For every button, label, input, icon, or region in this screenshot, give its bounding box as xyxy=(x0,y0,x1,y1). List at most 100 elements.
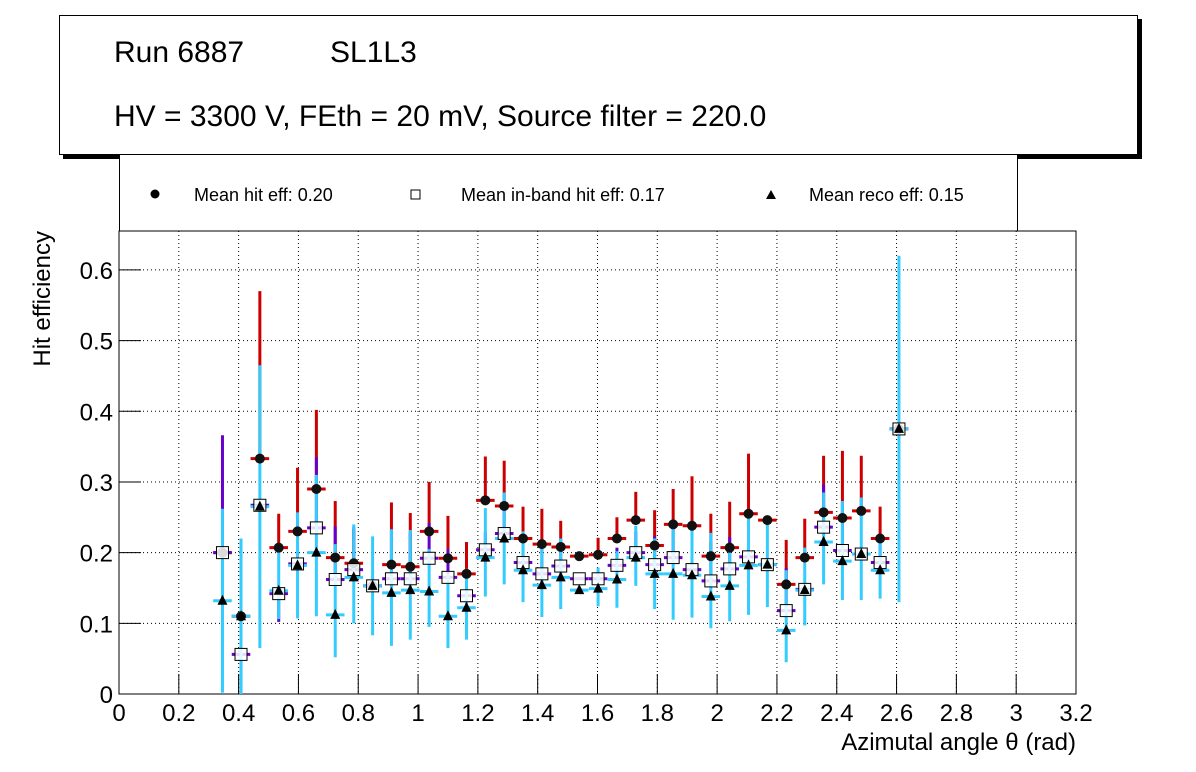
reco-eff-point xyxy=(687,569,698,580)
inband-eff-point xyxy=(460,589,474,603)
x-tick-label: 3.2 xyxy=(1059,700,1092,727)
inband-eff-point xyxy=(854,547,868,561)
x-tick-label: 2.6 xyxy=(880,700,913,727)
inband-eff-point xyxy=(760,558,774,572)
x-tick-label: 0.4 xyxy=(222,700,255,727)
plot-frame xyxy=(118,230,1077,695)
reco-eff-point xyxy=(875,564,886,575)
reco-eff-point xyxy=(367,579,378,590)
hit-eff-point xyxy=(724,542,735,553)
reco-eff-point xyxy=(724,579,735,590)
x-tick-label: 2.4 xyxy=(820,700,853,727)
inband-eff-point xyxy=(610,558,624,572)
inband-eff-point xyxy=(422,551,436,565)
inband-eff-point xyxy=(328,572,342,586)
inband-eff-point xyxy=(478,543,492,557)
hit-eff-point xyxy=(480,495,491,506)
reco-eff-point xyxy=(781,624,792,635)
inband-eff-point xyxy=(535,567,549,581)
reco-eff-point xyxy=(499,532,510,543)
reco-eff-point xyxy=(442,610,453,621)
hit-eff-point xyxy=(611,533,622,544)
reco-eff-point xyxy=(837,555,848,566)
x-tick-label: 0.6 xyxy=(282,700,315,727)
reco-eff-point xyxy=(856,548,867,559)
hit-eff-point xyxy=(273,542,284,553)
hit-eff-point xyxy=(762,515,773,526)
hit-eff-point xyxy=(593,549,604,560)
y-tick-label: 0 xyxy=(100,682,113,709)
reco-eff-point xyxy=(649,567,660,578)
inband-eff-point xyxy=(497,527,511,541)
inband-eff-point xyxy=(403,572,417,586)
hit-eff-point xyxy=(405,561,416,572)
hit-eff-point xyxy=(875,533,886,544)
layer-label: SL1L3 xyxy=(330,36,417,69)
hit-eff-point xyxy=(330,552,341,563)
reco-eff-point xyxy=(555,571,566,582)
legend-label-reco: Mean reco eff: 0.15 xyxy=(809,185,964,205)
inband-eff-point xyxy=(572,572,586,586)
inband-eff-point xyxy=(835,544,849,558)
hit-eff-point xyxy=(292,526,303,537)
legend-label-hit: Mean hit eff: 0.20 xyxy=(194,185,333,205)
reco-eff-point xyxy=(236,610,247,621)
conditions-label: HV = 3300 V, FEth = 20 mV, Source filter… xyxy=(114,100,767,133)
hit-eff-point xyxy=(217,547,228,558)
inband-eff-point xyxy=(798,582,812,596)
hit-eff-point xyxy=(687,520,698,531)
y-tick-label: 0.5 xyxy=(80,329,113,356)
reco-eff-point xyxy=(386,586,397,597)
legend-label-inband: Mean in-band hit eff: 0.17 xyxy=(461,185,665,205)
title-box: Run 6887 SL1L3 HV = 3300 V, FEth = 20 mV… xyxy=(59,15,1138,155)
hit-eff-point xyxy=(668,519,679,530)
inband-eff-point xyxy=(272,587,286,601)
reco-eff-point xyxy=(705,590,716,601)
hit-eff-point xyxy=(837,512,848,523)
inband-eff-point xyxy=(666,551,680,565)
inband-eff-point xyxy=(723,562,737,576)
inband-eff-point xyxy=(779,604,793,618)
hit-eff-point xyxy=(856,505,867,516)
hit-eff-point xyxy=(893,423,904,434)
x-tick-label: 1 xyxy=(411,700,424,727)
inband-eff-point xyxy=(366,579,380,593)
inband-eff-point xyxy=(347,563,361,577)
reco-eff-point xyxy=(424,585,435,596)
x-tick-label: 3 xyxy=(1010,700,1023,727)
inband-eff-point xyxy=(291,557,305,571)
hit-eff-point xyxy=(649,540,660,551)
reco-eff-point xyxy=(762,558,773,569)
hit-eff-point xyxy=(348,558,359,569)
hit-eff-point xyxy=(705,551,716,562)
hit-eff-point xyxy=(630,515,641,526)
inband-eff-point xyxy=(309,521,323,535)
x-tick-label: 0.8 xyxy=(342,700,375,727)
hit-eff-point xyxy=(424,526,435,537)
inband-eff-point xyxy=(873,556,887,570)
hit-eff-point xyxy=(518,533,529,544)
reco-eff-point xyxy=(292,559,303,570)
hit-eff-point xyxy=(461,568,472,579)
inband-eff-point xyxy=(384,572,398,586)
inband-eff-point xyxy=(685,563,699,577)
reco-eff-point xyxy=(461,601,472,612)
reco-eff-point xyxy=(743,559,754,570)
hit-eff-point xyxy=(311,484,322,495)
reco-eff-point xyxy=(217,594,228,605)
inband-eff-point xyxy=(817,520,831,534)
y-tick-label: 0.3 xyxy=(80,470,113,497)
hit-eff-point xyxy=(818,507,829,518)
hit-eff-point xyxy=(743,508,754,519)
x-tick-label: 0.2 xyxy=(162,700,195,727)
y-tick-label: 0.1 xyxy=(80,611,113,638)
inband-eff-point xyxy=(215,546,229,560)
hit-eff-point xyxy=(799,552,810,563)
reco-eff-point xyxy=(348,571,359,582)
y-tick-label: 0.6 xyxy=(80,258,113,285)
hit-eff-point xyxy=(499,500,510,511)
y-tick-label: 0.2 xyxy=(80,541,113,568)
x-axis-label: Azimutal angle θ (rad) xyxy=(841,729,1076,756)
reco-eff-point xyxy=(518,564,529,575)
hit-eff-point xyxy=(367,580,378,591)
